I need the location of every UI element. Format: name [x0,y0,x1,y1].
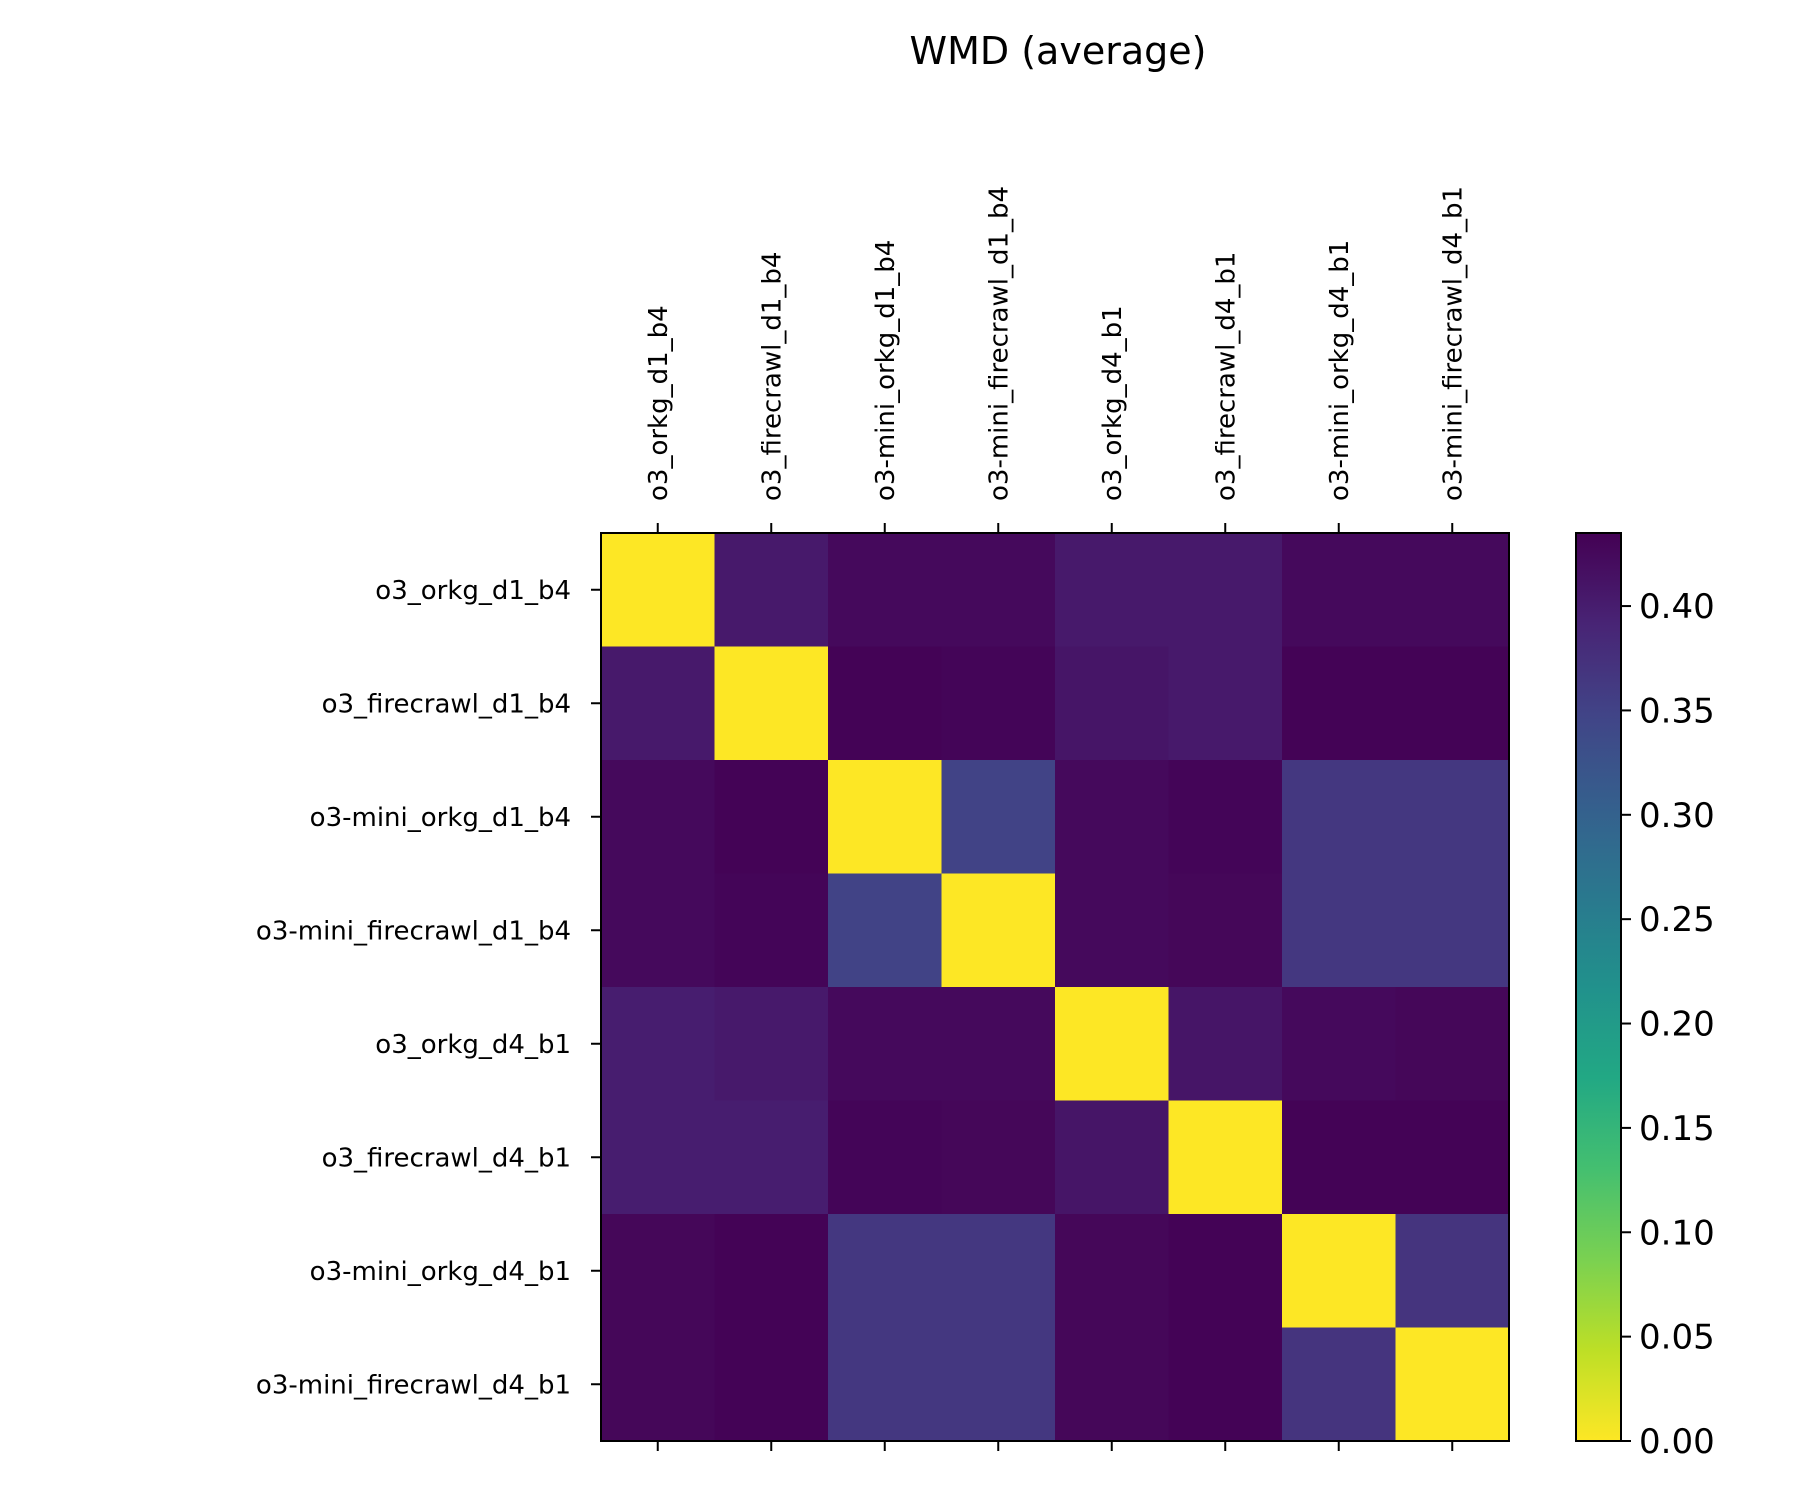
heatmap-cell-r7-c0 [601,1327,716,1442]
heatmap-cell-r2-c7 [1395,760,1510,875]
colorbar [1575,532,1622,1442]
heatmap-cell-r6-c1 [714,1214,829,1329]
colorbar-tick-label-2: 0.10 [1639,1213,1715,1253]
heatmap-cell-r4-c7 [1395,987,1510,1102]
colorbar-tick-label-0: 0.00 [1639,1422,1715,1462]
heatmap-cell-r0-c4 [1055,533,1170,648]
heatmap-cell-r0-c1 [714,533,829,648]
heatmap-cell-r5-c3 [941,1100,1056,1215]
heatmap-cell-r1-c2 [828,646,943,761]
heatmap-cell-r3-c7 [1395,873,1510,988]
x-tick-label-0: o3_orkg_d1_b4 [644,305,674,501]
x-tick-label-5: o3_firecrawl_d4_b1 [1211,252,1241,501]
colorbar-tick-label-3: 0.15 [1639,1109,1715,1149]
heatmap-cell-r6-c6 [1282,1214,1397,1329]
heatmap-cell-r4-c4 [1055,987,1170,1102]
x-axis-ticks: o3_orkg_d1_b4 o3_firecrawl_d1_b4 o3-mini_o… [644,186,1468,1451]
heatmap-cell-r7-c6 [1282,1327,1397,1442]
heatmap-cell-r5-c2 [828,1100,943,1215]
x-tick-label-7: o3-mini_firecrawl_d4_b1 [1438,186,1468,501]
heatmap-cell-r3-c0 [601,873,716,988]
heatmap-cell-r2-c0 [601,760,716,875]
heatmap-cell-r1-c1 [714,646,829,761]
colorbar-tick-label-4: 0.20 [1639,1005,1715,1045]
heatmap-cell-r6-c2 [828,1214,943,1329]
heatmap-cell-r4-c5 [1168,987,1283,1102]
heatmap-cell-r4-c3 [941,987,1056,1102]
heatmap-cell-r7-c2 [828,1327,943,1442]
heatmap-cell-r2-c4 [1055,760,1170,875]
heatmap-cell-r5-c1 [714,1100,829,1215]
colorbar-tick-label-5: 0.25 [1639,900,1715,940]
heatmap-cell-r5-c0 [601,1100,716,1215]
heatmap-cell-r2-c3 [941,760,1056,875]
heatmap-cell-r3-c2 [828,873,943,988]
heatmap-cell-r6-c3 [941,1214,1056,1329]
colorbar-tick-label-1: 0.05 [1639,1318,1715,1358]
heatmap-cell-r4-c6 [1282,987,1397,1102]
x-tick-label-6: o3-mini_orkg_d4_b1 [1325,240,1355,501]
heatmap-cell-r4-c0 [601,987,716,1102]
heatmap-cell-r0-c0 [601,533,716,648]
heatmap-cell-r6-c0 [601,1214,716,1329]
heatmap-cell-r3-c6 [1282,873,1397,988]
heatmap-cell-r0-c6 [1282,533,1397,648]
heatmap-frame [600,532,1510,1442]
chart-title: WMD (average) [910,29,1207,73]
heatmap-cell-r7-c4 [1055,1327,1170,1442]
y-tick-label-2: o3-mini_orkg_d1_b4 [310,803,571,833]
y-axis-ticks: o3_orkg_d1_b4 o3_firecrawl_d1_b4 o3-mini_o… [256,576,601,1400]
heatmap-cell-r2-c1 [714,760,829,875]
heatmap-cell-r0-c7 [1395,533,1510,648]
x-tick-label-2: o3-mini_orkg_d1_b4 [871,240,901,501]
y-tick-label-5: o3_firecrawl_d4_b1 [322,1143,571,1173]
heatmap-cell-r2-c2 [828,760,943,875]
heatmap-cell-r0-c2 [828,533,943,648]
heatmap-cell-r6-c4 [1055,1214,1170,1329]
heatmap-cell-r4-c1 [714,987,829,1102]
heatmap-cell-r1-c6 [1282,646,1397,761]
heatmap-cell-r1-c5 [1168,646,1283,761]
x-tick-label-3: o3-mini_firecrawl_d1_b4 [984,186,1014,501]
x-tick-label-1: o3_firecrawl_d1_b4 [757,252,787,501]
heatmap-cell-r1-c3 [941,646,1056,761]
heatmap-cell-r7-c7 [1395,1327,1510,1442]
heatmap-cell-r1-c4 [1055,646,1170,761]
heatmap-cell-r6-c5 [1168,1214,1283,1329]
heatmap-cell-r7-c1 [714,1327,829,1442]
colorbar-tick-label-7: 0.35 [1639,691,1715,731]
y-tick-label-1: o3_firecrawl_d1_b4 [322,689,571,719]
colorbar-tick-label-8: 0.40 [1639,587,1715,627]
heatmap-cell-r1-c0 [601,646,716,761]
heatmap-cell-r5-c6 [1282,1100,1397,1215]
y-tick-label-3: o3-mini_firecrawl_d1_b4 [256,916,571,946]
heatmap-cell-r5-c5 [1168,1100,1283,1215]
y-tick-label-0: o3_orkg_d1_b4 [375,576,571,606]
heatmap-cell-r3-c1 [714,873,829,988]
heatmap-cell-r6-c7 [1395,1214,1510,1329]
colorbar-tick-label-6: 0.30 [1639,796,1715,836]
heatmap-cell-r3-c4 [1055,873,1170,988]
heatmap-cell-r3-c3 [941,873,1056,988]
heatmap-cell-r2-c5 [1168,760,1283,875]
x-tick-label-4: o3_orkg_d4_b1 [1098,305,1128,501]
heatmap-cell-r7-c3 [941,1327,1056,1442]
heatmap-cells [601,533,1510,1442]
colorbar-ticks: 0.00 0.05 0.10 0.15 0.20 0.25 0.30 0.35 0.40 [1621,587,1715,1462]
heatmap-cell-r5-c7 [1395,1100,1510,1215]
heatmap-cell-r5-c4 [1055,1100,1170,1215]
heatmap-cell-r7-c5 [1168,1327,1283,1442]
heatmap-cell-r0-c3 [941,533,1056,648]
y-tick-label-4: o3_orkg_d4_b1 [375,1030,571,1060]
heatmap-cell-r2-c6 [1282,760,1397,875]
y-tick-label-7: o3-mini_firecrawl_d4_b1 [256,1370,571,1400]
y-tick-label-6: o3-mini_orkg_d4_b1 [310,1257,571,1287]
heatmap-cell-r3-c5 [1168,873,1283,988]
heatmap-cell-r0-c5 [1168,533,1283,648]
heatmap-cell-r4-c2 [828,987,943,1102]
heatmap-cell-r1-c7 [1395,646,1510,761]
